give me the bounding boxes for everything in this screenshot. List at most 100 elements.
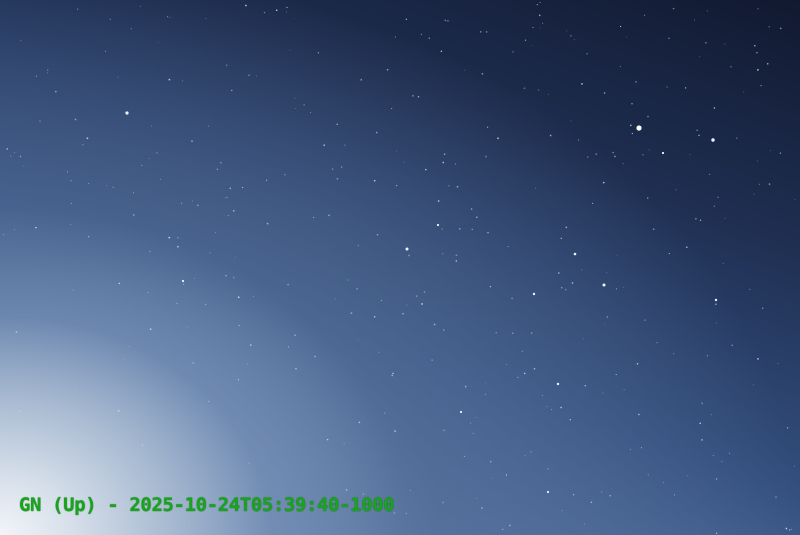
star: [360, 79, 362, 81]
star: [714, 303, 717, 306]
star: [699, 219, 702, 221]
star: [82, 144, 84, 146]
star: [615, 374, 617, 376]
star: [758, 183, 760, 185]
star: [656, 342, 658, 344]
star: [23, 165, 24, 167]
star: [310, 111, 311, 113]
star: [701, 439, 703, 441]
star: [486, 126, 489, 128]
star: [484, 393, 487, 395]
star: [521, 350, 523, 352]
star: [376, 233, 379, 236]
star: [761, 307, 764, 310]
star: [602, 283, 606, 287]
star: [395, 184, 398, 187]
star: [794, 199, 796, 200]
star: [564, 288, 567, 291]
star: [443, 329, 445, 331]
star: [323, 144, 326, 147]
star: [147, 292, 149, 294]
star: [15, 331, 18, 333]
star: [141, 444, 144, 446]
star: [442, 501, 444, 504]
star: [551, 409, 553, 411]
star: [459, 410, 463, 414]
star: [406, 304, 408, 306]
star: [380, 299, 382, 302]
star: [393, 512, 396, 514]
star: [384, 412, 386, 414]
star: [289, 49, 291, 51]
star: [86, 137, 89, 140]
star: [603, 92, 606, 94]
star: [133, 192, 134, 194]
faint-stars: [3, 1, 796, 534]
star: [539, 27, 541, 29]
star: [362, 493, 364, 495]
star: [66, 171, 69, 173]
star: [512, 51, 514, 53]
star: [159, 178, 161, 180]
star: [141, 164, 143, 167]
star: [673, 353, 675, 355]
star: [412, 95, 414, 97]
star: [612, 151, 614, 154]
star: [447, 20, 449, 22]
star: [132, 214, 135, 216]
star: [405, 247, 409, 251]
star: [391, 374, 393, 377]
star: [167, 16, 169, 18]
star: [646, 197, 649, 199]
star: [183, 283, 185, 285]
star: [530, 451, 532, 453]
star: [693, 19, 695, 21]
star: [3, 234, 5, 236]
star: [471, 228, 473, 230]
star: [341, 166, 343, 168]
star: [245, 4, 247, 7]
star: [530, 332, 533, 334]
star: [208, 400, 210, 403]
star: [533, 368, 536, 370]
star: [124, 358, 126, 360]
star: [790, 528, 792, 531]
star: [640, 447, 642, 449]
star: [191, 140, 193, 142]
star: [197, 204, 199, 206]
star: [512, 332, 514, 334]
star: [247, 363, 248, 365]
star: [701, 402, 704, 405]
star: [635, 81, 637, 83]
star: [238, 324, 240, 327]
star: [455, 260, 458, 262]
star: [760, 85, 762, 87]
star: [455, 254, 458, 257]
star: [344, 144, 346, 146]
star: [77, 8, 79, 10]
star: [396, 150, 398, 152]
star: [642, 154, 644, 156]
star: [192, 362, 194, 364]
star: [631, 132, 633, 135]
star: [754, 44, 756, 47]
star: [386, 68, 389, 71]
star: [177, 245, 179, 248]
star: [581, 269, 583, 271]
bright-stars: [125, 111, 718, 494]
star: [72, 289, 74, 291]
star: [756, 51, 758, 54]
star: [168, 78, 171, 81]
star: [358, 421, 361, 424]
star: [695, 218, 697, 220]
star: [182, 80, 183, 82]
star: [294, 334, 296, 337]
star: [794, 465, 795, 467]
star: [336, 178, 339, 180]
star: [440, 50, 443, 53]
star: [475, 417, 477, 418]
star: [668, 253, 670, 255]
star: [331, 168, 334, 170]
star: [443, 153, 446, 156]
star: [286, 6, 288, 9]
